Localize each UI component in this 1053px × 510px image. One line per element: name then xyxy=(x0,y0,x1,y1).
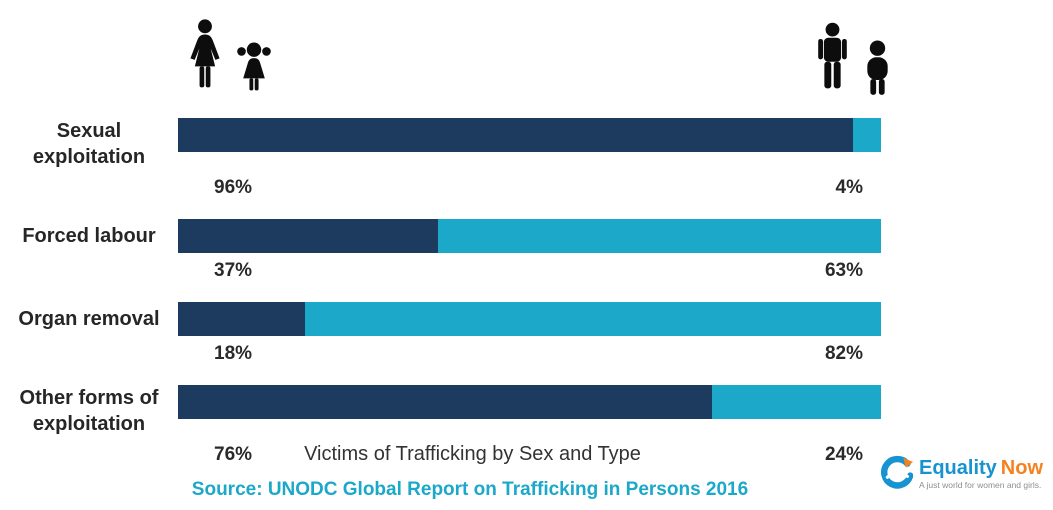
male-percent-label: 24 xyxy=(825,444,863,469)
value-labels: 76 24 xyxy=(178,444,881,469)
bar-sexual-exploitation xyxy=(178,118,881,152)
value-labels: 18 82 xyxy=(178,343,881,368)
brand-tagline: A just world for women and girls. xyxy=(918,480,1042,491)
bar-chart: Sexual exploitation 96 4 Forced labour 3… xyxy=(0,118,881,486)
value-labels: 37 63 xyxy=(178,260,881,285)
man-icon xyxy=(818,22,847,89)
bar-segment-female xyxy=(178,118,853,152)
bar-segment-male xyxy=(852,118,881,152)
bar-segment-male xyxy=(304,302,881,336)
female-percent-label: 37 xyxy=(214,260,252,285)
category-label: Forced labour xyxy=(22,225,156,247)
chart-row-organ-removal: Organ removal 18 82 xyxy=(0,302,881,368)
female-percent-label: 96 xyxy=(214,177,252,202)
bar-segment-female xyxy=(178,302,305,336)
equality-now-logo-icon xyxy=(881,455,913,489)
chart-row-forced-labour: Forced labour 37 63 xyxy=(0,219,881,285)
bar-other-forms xyxy=(178,385,881,419)
brand-name: Equality Now xyxy=(919,458,1043,478)
female-icons-group xyxy=(184,8,272,100)
male-icons-group xyxy=(814,13,894,99)
brand-secondary: Now xyxy=(1000,457,1043,480)
chart-row-other-forms: Other forms of exploitation 76 24 xyxy=(0,385,881,469)
girl-icon xyxy=(237,42,271,91)
chart-title: Victims of Trafficking by Sex and Type xyxy=(304,443,641,465)
woman-icon xyxy=(190,19,220,88)
boy-icon xyxy=(867,40,888,95)
value-labels: 96 4 xyxy=(178,177,881,202)
equality-now-logo: Equality Now A just world for women and g… xyxy=(881,454,1043,494)
category-label: Other forms of exploitation xyxy=(19,387,159,435)
male-percent-label: 63 xyxy=(825,260,863,285)
category-label: Sexual exploitation xyxy=(32,120,146,168)
chart-source: Source: UNODC Global Report on Trafficki… xyxy=(191,479,749,500)
female-percent-label: 76 xyxy=(214,444,252,469)
bar-organ-removal xyxy=(178,302,881,336)
chart-row-sexual-exploitation: Sexual exploitation 96 4 xyxy=(0,118,881,202)
bar-forced-labour xyxy=(178,219,881,253)
brand-primary: Equality xyxy=(918,457,997,480)
bar-segment-female xyxy=(178,219,439,253)
male-percent-label: 4 xyxy=(836,177,863,202)
bar-segment-male xyxy=(712,385,881,419)
female-percent-label: 18 xyxy=(214,343,252,368)
category-label: Organ removal xyxy=(18,308,160,330)
bar-segment-female xyxy=(178,385,713,419)
logo-text: Equality Now A just world for women and g… xyxy=(919,458,1043,490)
bar-segment-male xyxy=(438,219,881,253)
male-percent-label: 82 xyxy=(825,343,863,368)
